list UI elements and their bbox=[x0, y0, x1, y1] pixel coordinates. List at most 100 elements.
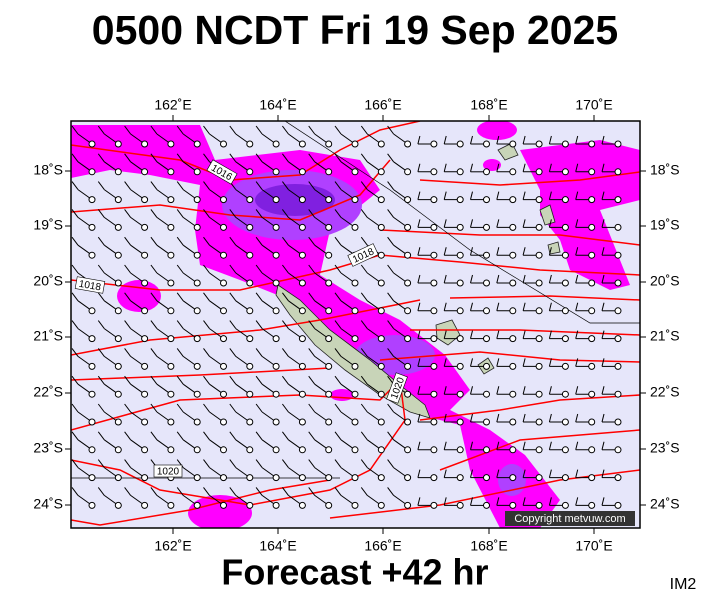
barb-feather bbox=[601, 274, 605, 284]
station bbox=[614, 279, 622, 287]
barb-feather bbox=[575, 441, 579, 450]
barb-feather bbox=[176, 236, 184, 246]
barb-feather bbox=[176, 264, 184, 274]
barb-feather bbox=[97, 320, 105, 329]
barb-feather bbox=[308, 375, 316, 385]
station bbox=[272, 446, 280, 454]
barb-feather bbox=[255, 320, 263, 329]
station bbox=[456, 279, 464, 287]
barb-feather bbox=[548, 274, 552, 284]
barb-feather bbox=[601, 163, 605, 172]
lat-label: 18˚S bbox=[650, 162, 680, 178]
barb-feather bbox=[71, 348, 79, 357]
barb-feather bbox=[97, 209, 105, 218]
station bbox=[114, 474, 122, 482]
station bbox=[141, 501, 149, 509]
station bbox=[325, 140, 333, 148]
barb-feather bbox=[601, 219, 605, 228]
isobar-label-box bbox=[153, 464, 183, 478]
barb-feather bbox=[443, 274, 447, 284]
station bbox=[430, 223, 438, 231]
station bbox=[141, 279, 149, 287]
station bbox=[509, 418, 517, 426]
barb-feather bbox=[124, 209, 132, 218]
barb-feather bbox=[203, 487, 210, 496]
barb-feather bbox=[387, 125, 395, 135]
station bbox=[114, 501, 122, 509]
station bbox=[88, 335, 96, 343]
station bbox=[272, 251, 280, 259]
station bbox=[588, 362, 596, 370]
station bbox=[298, 390, 306, 398]
barb-feather bbox=[496, 469, 500, 478]
station bbox=[325, 362, 333, 370]
lat-label: 19˚S bbox=[650, 217, 680, 233]
station bbox=[509, 223, 517, 231]
barb-feather bbox=[417, 219, 421, 228]
forecast-label: Forecast +42 hr bbox=[221, 552, 488, 593]
station bbox=[167, 446, 175, 454]
station bbox=[193, 362, 201, 370]
station bbox=[483, 362, 490, 370]
barb-feather bbox=[334, 431, 342, 441]
station bbox=[167, 501, 175, 509]
lon-label: 166˚E bbox=[364, 538, 401, 554]
barb-feather bbox=[124, 431, 132, 441]
station bbox=[614, 474, 622, 482]
barb-feather bbox=[470, 163, 473, 172]
station bbox=[246, 418, 254, 426]
station bbox=[588, 251, 596, 259]
barb-feather bbox=[601, 191, 605, 200]
barb-feather bbox=[496, 219, 500, 228]
station bbox=[88, 501, 96, 509]
barb-feather bbox=[308, 209, 316, 218]
barb-feather bbox=[575, 163, 579, 172]
station bbox=[509, 501, 517, 509]
lat-label: 20˚S bbox=[650, 273, 680, 289]
barb-feather bbox=[71, 236, 79, 246]
barb-feather bbox=[255, 236, 263, 246]
barb-feather bbox=[522, 191, 526, 200]
station bbox=[456, 501, 464, 509]
station bbox=[246, 362, 254, 370]
station bbox=[88, 251, 96, 259]
barb-feather bbox=[470, 330, 473, 339]
isobar-label-box bbox=[347, 243, 379, 267]
barb-feather bbox=[417, 247, 421, 256]
barb-feather bbox=[417, 191, 421, 200]
barb-feather bbox=[522, 358, 526, 367]
barb-feather bbox=[496, 386, 500, 395]
barb-feather bbox=[496, 302, 500, 311]
barb-feather bbox=[124, 236, 132, 246]
barb-feather bbox=[417, 330, 421, 339]
lon-label: 162˚E bbox=[154, 538, 191, 554]
barb-feather bbox=[601, 135, 605, 145]
title: 0500 NCDT Fri 19 Sep 2025 bbox=[92, 7, 618, 53]
barb-feather bbox=[150, 320, 158, 329]
barb-feather bbox=[417, 469, 421, 478]
barb-feather bbox=[575, 302, 579, 311]
station bbox=[193, 140, 201, 148]
barb-feather bbox=[281, 348, 289, 357]
barb-feather bbox=[71, 209, 79, 218]
barb-feather bbox=[601, 358, 605, 367]
station bbox=[193, 390, 201, 398]
isobar-label: 1018 bbox=[74, 276, 106, 294]
station bbox=[88, 446, 96, 454]
lon-label: 168˚E bbox=[470, 97, 507, 113]
station bbox=[456, 474, 464, 482]
barb-feather bbox=[308, 320, 316, 329]
barb-feather bbox=[548, 469, 552, 478]
station bbox=[351, 335, 359, 343]
barb-feather bbox=[308, 403, 316, 413]
barb-feather bbox=[443, 219, 447, 228]
barb-feather bbox=[150, 181, 158, 190]
barb-feather bbox=[150, 487, 158, 496]
station bbox=[483, 168, 490, 176]
station bbox=[351, 196, 359, 204]
station bbox=[114, 279, 122, 287]
station bbox=[141, 307, 149, 315]
barb-feather bbox=[470, 358, 473, 367]
station bbox=[404, 335, 412, 343]
isobar-value: 1018 bbox=[78, 279, 102, 294]
